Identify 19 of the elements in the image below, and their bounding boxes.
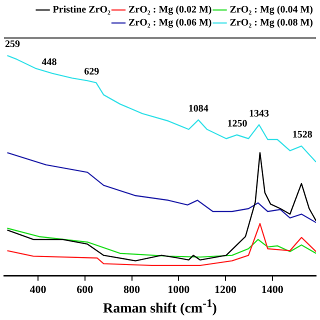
legend-label: ZrO₂ : Mg (0.04 M) [230, 4, 314, 16]
x-tick-label: 1000 [168, 284, 190, 296]
x-tick-label: 1400 [261, 284, 284, 296]
annotation: 1084 [188, 103, 208, 114]
annotation: 629 [84, 66, 100, 78]
x-tick-label: 800 [124, 284, 141, 296]
x-tick-label: 1200 [214, 284, 238, 296]
x-tick-label: 600 [76, 284, 94, 296]
annotation: 259 [5, 39, 20, 50]
annotation: 1250 [227, 118, 248, 130]
annotation: 1343 [249, 108, 270, 120]
legend-label: ZrO₂ : Mg (0.02 M) [128, 4, 212, 16]
x-axis-title: Raman shift (cm$^{-1}$) [102, 297, 218, 318]
annotation: 448 [42, 57, 57, 68]
annotation: 1528 [292, 130, 312, 141]
legend-label: Pristine ZrO₂ [52, 4, 111, 16]
legend-label: ZrO₂ : Mg (0.08 M) [230, 18, 314, 29]
x-tick-label: 400 [30, 284, 47, 296]
legend-label: ZrO₂ : Mg (0.06 M) [128, 18, 212, 29]
